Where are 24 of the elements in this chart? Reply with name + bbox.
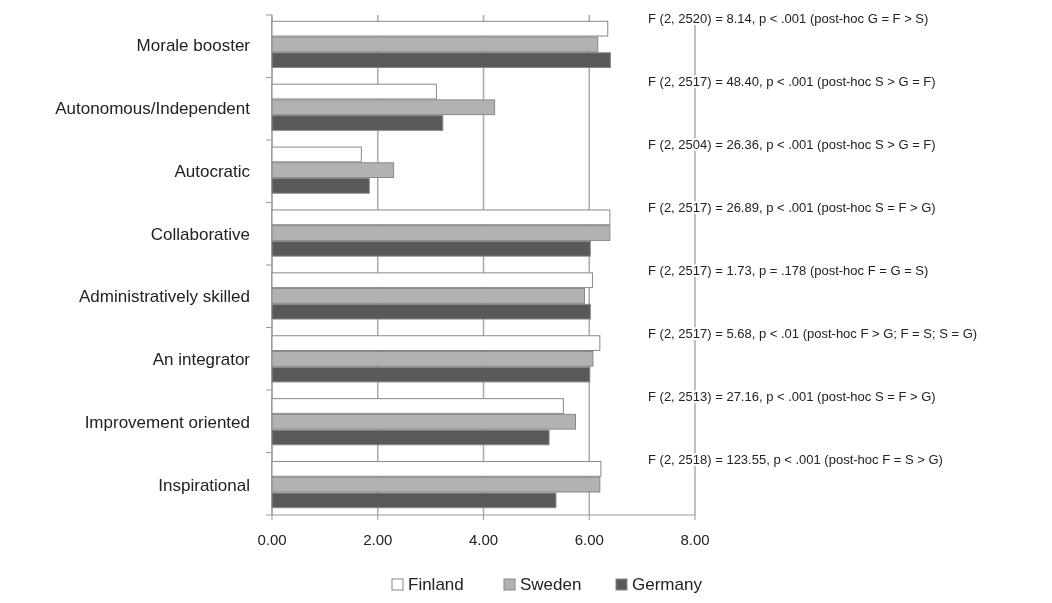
y-tick-label: Autocratic (174, 161, 251, 181)
annotation: F (2, 2517) = 1.73, p = .178 (post-hoc F = G = S) (648, 262, 929, 278)
y-tick-label: Administratively skilled (79, 287, 250, 307)
annotation: F (2, 2517) = 48.40, p < .001 (post-hoc S > G = F) (648, 74, 936, 90)
annotation: F (2, 2504) = 26.36, p < .001 (post-hoc S > G = F) (648, 137, 936, 153)
x-tick-label: 2.00 (363, 531, 393, 548)
x-tick-label: 6.00 (574, 531, 604, 548)
legend-label: Sweden (520, 575, 582, 594)
y-tick-label: Improvement oriented (84, 413, 250, 433)
y-tick-label: Autonomous/Independent (55, 98, 251, 118)
annotation: F (2, 2518) = 123.55, p < .001 (post-hoc F = S > G) (648, 451, 943, 467)
y-tick-label: An integrator (152, 350, 251, 370)
x-tick-label: 0.00 (257, 531, 287, 548)
y-tick-label: Collaborative (150, 224, 250, 244)
x-tick-label: 4.00 (468, 531, 499, 548)
annotation: F (2, 2517) = 5.68, p < .01 (post-hoc F > G; F = S; S = G) (648, 325, 978, 341)
y-tick-label: Inspirational (158, 476, 250, 496)
x-tick-label: 8.00 (680, 531, 710, 548)
y-tick-label: Morale booster (136, 35, 251, 55)
annotation: F (2, 2520) = 8.14, p < .001 (post-hoc G = F > S) (648, 11, 929, 27)
annotation: F (2, 2513) = 27.16, p < .001 (post-hoc S = F > G) (648, 388, 936, 404)
legend-label: Germany (632, 575, 703, 594)
legend-label: Finland (408, 575, 464, 594)
annotation: F (2, 2517) = 26.89, p < .001 (post-hoc S = F > G) (648, 199, 936, 215)
